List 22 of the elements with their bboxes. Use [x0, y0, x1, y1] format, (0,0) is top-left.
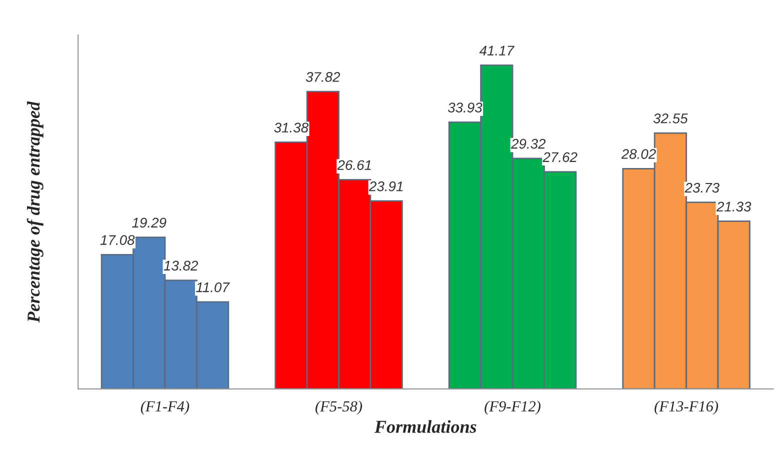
data-label: 26.61: [337, 160, 371, 170]
data-label: 28.02: [621, 149, 656, 159]
data-label: 41.17: [479, 46, 514, 56]
data-label: 13.82: [164, 260, 198, 271]
data-label: 27.62: [542, 152, 578, 162]
data-label: 32.55: [653, 113, 688, 124]
data-label: 37.82: [306, 72, 340, 82]
x-tick-label: (F5-58): [316, 400, 362, 415]
data-label: 21.33: [716, 202, 752, 212]
data-label: 11.07: [196, 282, 230, 292]
data-label: 23.73: [684, 182, 720, 193]
data-label: 19.29: [132, 218, 166, 228]
data-label: 31.38: [274, 122, 308, 133]
x-tick-label: (F9-F12): [484, 400, 540, 415]
x-tick-label: (F1-F4): [140, 400, 190, 415]
x-axis-title: Formulations: [374, 420, 476, 433]
data-label: 33.93: [448, 102, 482, 112]
x-tick-label: (F13-F16): [654, 400, 718, 415]
data-label: 29.32: [510, 138, 546, 149]
data-label: 23.91: [368, 181, 403, 192]
y-axis-title: Percentage of drug entrapped: [26, 101, 44, 323]
data-label: 17.08: [100, 235, 135, 245]
